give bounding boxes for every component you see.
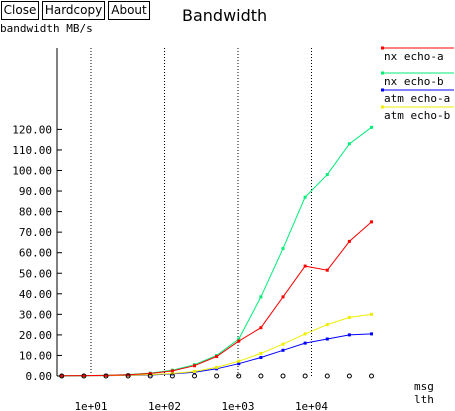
y-tick-label: 120.00 bbox=[12, 123, 52, 136]
data-point bbox=[370, 125, 374, 129]
x-tick-label: 1e+02 bbox=[148, 400, 181, 411]
data-point bbox=[104, 373, 108, 377]
data-point bbox=[126, 373, 130, 377]
data-point bbox=[259, 295, 263, 299]
y-axis-label: bandwidth MB/s bbox=[0, 22, 93, 35]
y-tick-label: 80.00 bbox=[19, 206, 52, 219]
data-point bbox=[303, 341, 307, 345]
data-point bbox=[370, 312, 374, 316]
baseline-point bbox=[302, 373, 308, 379]
data-point bbox=[281, 342, 285, 346]
data-point bbox=[193, 364, 197, 368]
data-point bbox=[215, 354, 219, 358]
x-tick-label: 1e+01 bbox=[74, 400, 107, 411]
data-point bbox=[281, 348, 285, 352]
data-point bbox=[303, 332, 307, 336]
data-point bbox=[193, 369, 197, 373]
data-point bbox=[370, 220, 374, 224]
data-point bbox=[347, 142, 351, 146]
series-line bbox=[61, 126, 372, 377]
baseline-point bbox=[258, 373, 264, 379]
data-point bbox=[325, 323, 329, 327]
x-tick-label: 1e+03 bbox=[221, 400, 254, 411]
y-tick-label: 90.00 bbox=[19, 185, 52, 198]
y-tick-label: 70.00 bbox=[19, 226, 52, 239]
baseline-point bbox=[192, 373, 198, 379]
data-point bbox=[259, 351, 263, 355]
legend-label: nx echo-a bbox=[384, 50, 444, 63]
hardcopy-button[interactable]: Hardcopy bbox=[42, 1, 105, 20]
legend-marker bbox=[381, 71, 384, 75]
y-tick-label: 110.00 bbox=[12, 144, 52, 157]
data-point bbox=[347, 333, 351, 337]
data-point bbox=[281, 295, 285, 299]
data-point bbox=[237, 359, 241, 363]
data-point bbox=[281, 247, 285, 251]
y-tick-label: 10.00 bbox=[19, 349, 52, 362]
x-axis-label: msg lth bbox=[414, 380, 434, 406]
data-point bbox=[325, 337, 329, 341]
data-point bbox=[215, 365, 219, 369]
data-point bbox=[259, 326, 263, 330]
y-tick-label: 100.00 bbox=[12, 165, 52, 178]
data-point bbox=[347, 239, 351, 243]
x-tick-label: 1e+04 bbox=[295, 400, 328, 411]
baseline-point bbox=[103, 373, 109, 379]
data-point bbox=[370, 332, 374, 336]
data-point bbox=[82, 374, 86, 378]
y-tick-label: 30.00 bbox=[19, 308, 52, 321]
baseline-point bbox=[369, 373, 375, 379]
about-button[interactable]: About bbox=[108, 1, 150, 20]
legend-label: atm echo-b bbox=[384, 109, 450, 122]
chart-title: Bandwidth bbox=[182, 6, 268, 25]
data-point bbox=[325, 268, 329, 272]
baseline-point bbox=[147, 373, 153, 379]
y-tick-label: 0.00 bbox=[26, 370, 53, 383]
y-tick-label: 40.00 bbox=[19, 288, 52, 301]
legend-marker bbox=[381, 46, 384, 50]
data-point bbox=[325, 173, 329, 177]
series-line bbox=[61, 221, 372, 377]
baseline-point bbox=[214, 373, 220, 379]
baseline-point bbox=[169, 373, 175, 379]
baseline-point bbox=[280, 373, 286, 379]
legend-marker bbox=[381, 88, 384, 92]
data-point bbox=[303, 264, 307, 268]
y-tick-label: 20.00 bbox=[19, 329, 52, 342]
data-point bbox=[237, 337, 241, 341]
baseline-point bbox=[346, 373, 352, 379]
data-point bbox=[237, 339, 241, 343]
close-button[interactable]: Close bbox=[1, 1, 39, 20]
legend-label: atm echo-a bbox=[384, 92, 450, 105]
baseline-point bbox=[236, 373, 242, 379]
data-point bbox=[170, 369, 174, 373]
baseline-point bbox=[125, 373, 131, 379]
y-tick-label: 50.00 bbox=[19, 267, 52, 280]
data-point bbox=[259, 356, 263, 360]
baseline-point bbox=[81, 373, 87, 379]
baseline-point bbox=[59, 373, 65, 379]
legend-label: nx echo-b bbox=[384, 75, 444, 88]
legend-marker bbox=[381, 105, 384, 109]
data-point bbox=[60, 374, 64, 378]
data-point bbox=[347, 315, 351, 319]
baseline-point bbox=[324, 373, 330, 379]
y-tick-label: 60.00 bbox=[19, 247, 52, 260]
data-point bbox=[237, 362, 241, 366]
data-point bbox=[303, 195, 307, 199]
